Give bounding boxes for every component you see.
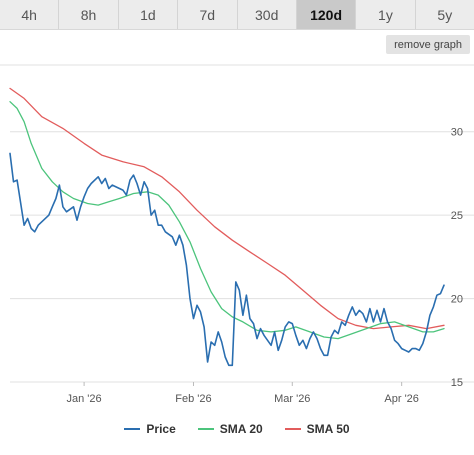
legend-item-sma50[interactable]: SMA 50 [284,422,350,436]
legend-label-price: Price [146,422,176,436]
legend-item-sma20[interactable]: SMA 20 [197,422,263,436]
range-tab-30d[interactable]: 30d [238,0,297,29]
range-tab-1d[interactable]: 1d [119,0,179,29]
remove-graph-button[interactable]: remove graph [386,35,470,54]
x-tick-label: Apr '26 [384,393,419,405]
sma50-line-swatch [284,428,301,430]
y-tick-label: 15 [451,377,463,389]
series-line-price [9,152,445,367]
series-line-sma-50 [9,87,445,330]
x-tick-label: Feb '26 [175,393,211,405]
x-tick-label: Mar '26 [274,393,310,405]
range-tab-120d[interactable]: 120d [296,0,357,29]
legend-label-sma50: SMA 50 [306,422,350,436]
range-tab-8h[interactable]: 8h [59,0,119,29]
price-line-swatch [124,428,141,430]
legend-label-sma20: SMA 20 [219,422,263,436]
time-range-tabs: 4h 8h 1d 7d 30d 120d 1y 5y [0,0,474,30]
y-tick-label: 20 [451,294,463,306]
range-tab-4h[interactable]: 4h [0,0,60,29]
range-tab-1y[interactable]: 1y [356,0,416,29]
range-tab-5y[interactable]: 5y [437,6,453,23]
y-tick-label: 30 [451,127,463,139]
price-chart: 15 20 25 30 Jan '26 Feb '26 Mar '26 Apr '26 [0,64,474,405]
y-tick-label: 25 [451,210,463,222]
sma20-line-swatch [197,428,214,430]
chart-legend: Price SMA 20 SMA 50 [0,420,474,438]
series-line-sma-20 [9,101,445,340]
range-tab-7d[interactable]: 7d [178,0,238,29]
legend-item-price[interactable]: Price [124,422,176,436]
x-tick-label: Jan '26 [67,393,102,405]
